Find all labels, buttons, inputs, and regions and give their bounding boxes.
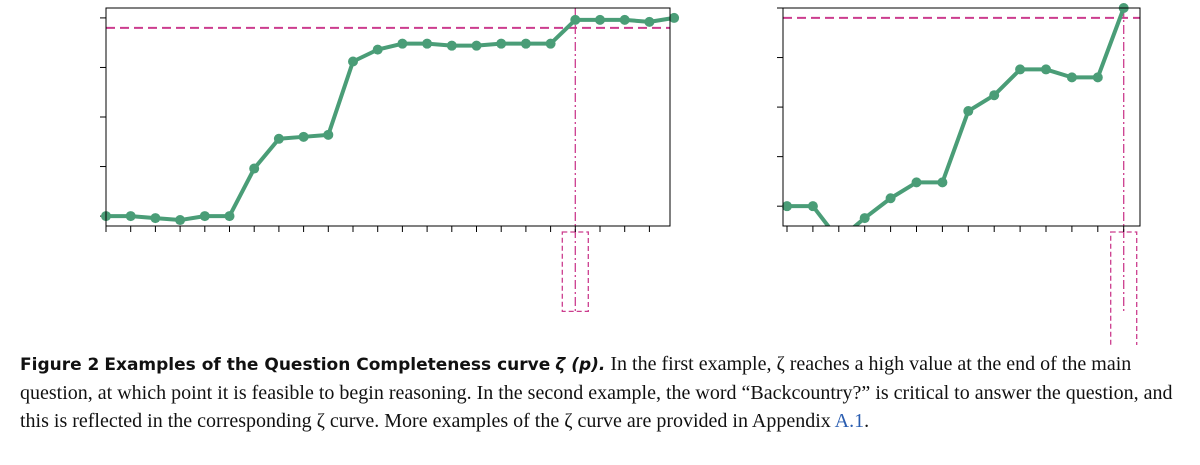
chart1-data-point <box>644 16 655 27</box>
chart1-data-point <box>298 131 309 142</box>
caption-title: Examples of the Question Completeness cu… <box>104 355 551 375</box>
chart1-data-point <box>125 211 136 222</box>
chart2-frame <box>782 7 1141 227</box>
chart1-data-point <box>175 215 186 226</box>
chart2-data-point <box>1041 64 1051 75</box>
chart2-data-point <box>989 90 1000 101</box>
chart1-data-point <box>595 14 605 25</box>
chart1-data-point <box>496 38 507 49</box>
chart2-data-point <box>885 193 896 204</box>
chart2-data-point <box>911 177 922 188</box>
chart2-data-point <box>963 106 974 117</box>
chart2-data-point <box>807 201 818 212</box>
chart2-data-point <box>859 213 870 224</box>
caption-title-math: ζ (p). <box>555 355 606 375</box>
chart1-data-point <box>372 44 383 55</box>
chart2-data-point <box>1092 72 1103 83</box>
chart2-data-point <box>1015 64 1026 75</box>
chart1-data-point <box>348 56 358 67</box>
chart1-data-point <box>619 14 630 25</box>
chart1-data-point <box>545 38 556 49</box>
chart1-data-point <box>397 38 408 49</box>
chart1-data-point <box>199 211 210 222</box>
caption-label: Figure 2 <box>20 355 100 375</box>
chart1-data-point <box>249 163 260 174</box>
chart1-data-point <box>150 213 161 224</box>
chart1-data-point <box>224 211 235 222</box>
chart1-data-point <box>570 14 581 25</box>
chart1-data-point <box>669 12 680 23</box>
chart1-data-point <box>520 38 531 49</box>
chart1-data-point <box>273 133 284 144</box>
caption-end: . <box>864 410 870 432</box>
caption-text: In the first example, ζ reaches a high v… <box>20 353 1173 432</box>
chart2-data-point <box>1066 72 1077 83</box>
figure-caption: Figure 2 Examples of the Question Comple… <box>20 350 1180 435</box>
chart2-data-point <box>937 177 948 188</box>
figure-charts <box>100 3 1141 345</box>
chart1-data-point <box>422 38 433 49</box>
chart2-data-point <box>782 201 792 212</box>
chart1-series-line <box>106 16 670 223</box>
chart1-data-point <box>471 40 482 51</box>
chart2-series-line <box>787 8 1126 226</box>
chart1-data-point <box>323 129 334 140</box>
appendix-link[interactable]: A.1 <box>834 410 865 432</box>
chart1-frame <box>105 7 671 227</box>
chart1-data-point <box>446 40 457 51</box>
